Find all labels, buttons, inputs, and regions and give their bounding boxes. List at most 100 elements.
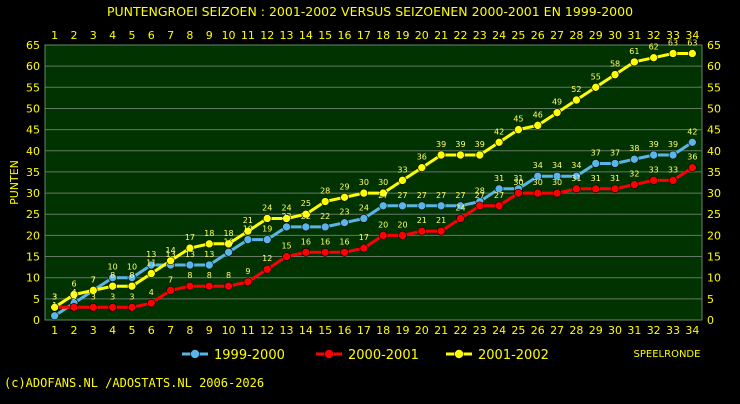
y-tick-label-left: 50 [26, 102, 40, 115]
x-tick-label-bottom: 28 [569, 324, 583, 337]
x-tick-label-top: 4 [109, 29, 116, 42]
x-tick-label-bottom: 4 [109, 324, 116, 337]
data-label: 21 [243, 216, 253, 225]
data-point-1999-2000 [398, 201, 407, 211]
data-label: 58 [610, 60, 620, 69]
y-tick-label-right: 55 [707, 81, 721, 94]
data-point-2001-2002 [320, 197, 330, 206]
y-tick-label-right: 0 [707, 314, 714, 327]
y-tick-label-left: 55 [26, 81, 40, 94]
data-point-2000-2001 [262, 264, 272, 274]
x-tick-label-top: 21 [434, 29, 448, 42]
y-tick-label-left: 20 [26, 229, 40, 242]
data-point-1999-2000 [320, 222, 330, 232]
x-tick-label-top: 11 [241, 29, 255, 42]
legend-label: 1999-2000 [214, 348, 285, 363]
y-tick-label-left: 5 [33, 293, 40, 306]
data-label: 4 [71, 288, 76, 297]
data-label: 30 [552, 178, 562, 187]
data-label: 3 [91, 292, 96, 301]
data-point-2001-2002 [688, 49, 697, 58]
data-point-2001-2002 [552, 108, 562, 117]
data-point-2000-2001 [166, 286, 175, 295]
y-tick-label-left: 15 [26, 251, 40, 264]
y-axis-label: PUNTEN [8, 160, 21, 205]
x-tick-label-bottom: 33 [666, 324, 680, 337]
data-label: 27 [378, 191, 388, 200]
data-point-2001-2002 [436, 150, 446, 160]
data-label: 33 [668, 165, 678, 174]
data-label: 10 [108, 263, 118, 272]
data-point-2000-2001 [108, 303, 117, 312]
data-label: 12 [262, 254, 272, 263]
data-point-1999-2000 [610, 159, 620, 168]
x-tick-label-bottom: 17 [357, 324, 371, 337]
data-label: 30 [533, 178, 543, 187]
data-point-2000-2001 [282, 252, 291, 261]
data-point-2000-2001 [204, 281, 214, 291]
data-label: 4 [149, 288, 154, 297]
data-label: 3 [71, 292, 76, 301]
data-point-1999-2000 [417, 201, 427, 211]
data-point-1999-2000 [108, 273, 117, 282]
data-point-2000-2001 [127, 303, 137, 312]
data-point-2000-2001 [398, 231, 407, 240]
data-point-2000-2001 [378, 231, 388, 240]
data-label: 31 [610, 174, 620, 183]
data-label: 61 [629, 47, 639, 56]
data-point-1999-2000 [340, 218, 349, 227]
x-tick-label-top: 15 [318, 29, 332, 42]
x-tick-label-top: 16 [338, 29, 352, 42]
data-point-2000-2001 [436, 226, 446, 236]
data-label: 25 [301, 199, 311, 208]
data-label: 42 [494, 127, 504, 136]
y-tick-label-left: 60 [26, 60, 40, 73]
data-label: 34 [533, 161, 543, 170]
x-tick-label-bottom: 27 [550, 324, 564, 337]
data-point-2000-2001 [552, 188, 562, 198]
data-point-1999-2000 [185, 260, 195, 270]
data-label: 31 [591, 174, 601, 183]
data-label: 39 [455, 140, 465, 149]
x-tick-label-bottom: 23 [473, 324, 487, 337]
data-point-2001-2002 [204, 239, 214, 249]
y-tick-label-left: 25 [26, 208, 40, 221]
series-line-2000-2001 [54, 166, 694, 309]
data-point-2001-2002 [301, 209, 311, 219]
data-point-1999-2000 [359, 214, 369, 223]
legend-swatch-marker [190, 349, 200, 359]
data-label: 16 [223, 237, 233, 246]
data-label: 17 [185, 233, 195, 242]
data-label: 16 [320, 237, 330, 246]
data-point-2001-2002 [572, 95, 581, 105]
y-tick-label-right: 50 [707, 102, 721, 115]
data-label: 37 [610, 148, 620, 157]
data-point-2001-2002 [533, 121, 543, 130]
data-point-2001-2002 [69, 290, 79, 299]
data-label: 27 [475, 191, 485, 200]
x-tick-label-top: 14 [299, 29, 313, 42]
data-label: 55 [591, 72, 601, 81]
data-label: 23 [339, 208, 349, 217]
data-label: 34 [571, 161, 581, 170]
data-label: 30 [359, 178, 369, 187]
y-tick-label-right: 10 [707, 272, 721, 285]
data-label: 21 [436, 216, 446, 225]
data-label: 27 [397, 191, 407, 200]
data-label: 29 [339, 182, 349, 191]
data-label: 31 [513, 174, 523, 183]
data-point-2000-2001 [243, 277, 253, 287]
data-point-2001-2002 [340, 193, 349, 202]
x-tick-label-top: 34 [685, 29, 699, 42]
data-point-2000-2001 [185, 281, 195, 291]
data-point-1999-2000 [456, 201, 465, 211]
data-point-2001-2002 [494, 138, 504, 147]
data-point-1999-2000 [688, 138, 697, 147]
x-tick-label-top: 30 [608, 29, 622, 42]
x-tick-label-bottom: 32 [647, 324, 661, 337]
data-label: 20 [397, 220, 407, 229]
data-label: 52 [571, 85, 581, 94]
data-point-1999-2000 [204, 260, 214, 270]
x-tick-label-top: 31 [627, 29, 641, 42]
data-label: 36 [417, 153, 427, 162]
